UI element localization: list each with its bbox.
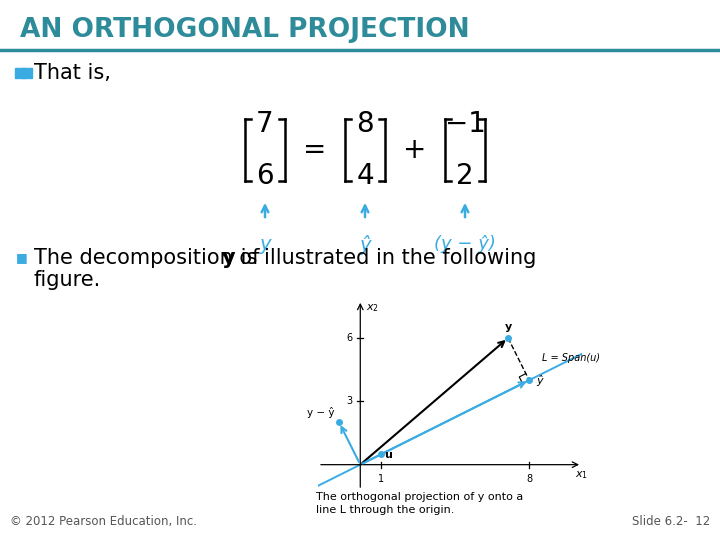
Text: AN ORTHOGONAL PROJECTION: AN ORTHOGONAL PROJECTION — [20, 17, 469, 43]
Text: 2: 2 — [456, 162, 474, 190]
Text: $x_2$: $x_2$ — [366, 302, 379, 314]
Text: 6: 6 — [347, 333, 353, 343]
Text: ■: ■ — [16, 252, 28, 265]
Text: L = Span(u): L = Span(u) — [542, 353, 600, 363]
Text: y: y — [259, 235, 271, 254]
Text: y: y — [222, 248, 235, 268]
Text: That is,: That is, — [34, 63, 111, 83]
Text: u: u — [384, 450, 392, 460]
Text: y: y — [505, 321, 512, 332]
Text: is illustrated in the following: is illustrated in the following — [234, 248, 536, 268]
Text: line L through the origin.: line L through the origin. — [316, 505, 454, 515]
Text: ŷ: ŷ — [359, 235, 371, 255]
Text: y − ŷ: y − ŷ — [307, 407, 335, 418]
Text: 8: 8 — [356, 110, 374, 138]
Text: −1: −1 — [444, 110, 485, 138]
Text: figure.: figure. — [34, 270, 102, 290]
Text: =: = — [303, 136, 327, 164]
Text: ■: ■ — [16, 66, 28, 79]
Text: 4: 4 — [356, 162, 374, 190]
Text: 7: 7 — [256, 110, 274, 138]
Text: 1: 1 — [378, 474, 384, 484]
Text: 8: 8 — [526, 474, 532, 484]
Text: (y − ŷ): (y − ŷ) — [434, 235, 496, 253]
Text: The orthogonal projection of y onto a: The orthogonal projection of y onto a — [316, 492, 523, 502]
Text: +: + — [403, 136, 427, 164]
Text: $x_1$: $x_1$ — [575, 469, 588, 481]
Text: Slide 6.2-  12: Slide 6.2- 12 — [631, 515, 710, 528]
Text: 3: 3 — [347, 396, 353, 406]
Text: The decomposition of: The decomposition of — [34, 248, 266, 268]
Text: ŷ: ŷ — [536, 375, 543, 387]
Text: 6: 6 — [256, 162, 274, 190]
Text: © 2012 Pearson Education, Inc.: © 2012 Pearson Education, Inc. — [10, 515, 197, 528]
